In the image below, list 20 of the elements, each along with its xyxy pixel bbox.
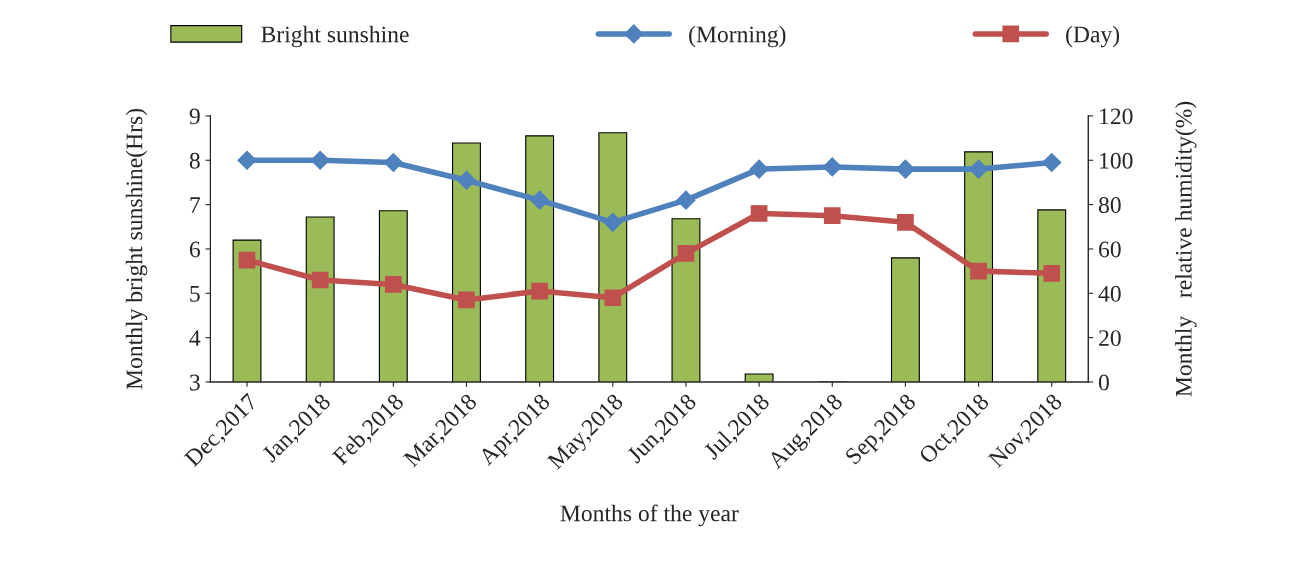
- y-tick-label: 7: [190, 197, 201, 213]
- y2-tick-label: 40: [1098, 285, 1121, 302]
- y2-tick-label: 120: [1100, 108, 1133, 125]
- y-tick-label: 4: [189, 330, 201, 346]
- x-axis-title: Months of the year: [560, 504, 739, 527]
- legend-label: Bright sunshine: [261, 25, 409, 48]
- y-axis-title: Monthly bright sunshine(Hrs): [125, 108, 148, 390]
- y-tick-label: 3: [190, 374, 200, 391]
- y2-axis-title: Monthly relative humidity(%): [1175, 101, 1197, 397]
- y2-tick-label: 20: [1099, 330, 1121, 347]
- legend-label: (Morning): [689, 25, 786, 48]
- y-tick-label: 6: [189, 241, 201, 258]
- y-tick-label: 5: [190, 286, 200, 302]
- y2-tick-label: 60: [1099, 241, 1121, 258]
- legend-label: (Day): [1066, 25, 1120, 48]
- y-tick-label: 8: [189, 152, 200, 169]
- y2-tick-label: 80: [1098, 197, 1121, 214]
- y2-tick-label: 100: [1100, 152, 1133, 169]
- y-tick-label: 9: [189, 108, 200, 125]
- y2-tick-label: 0: [1098, 374, 1109, 391]
